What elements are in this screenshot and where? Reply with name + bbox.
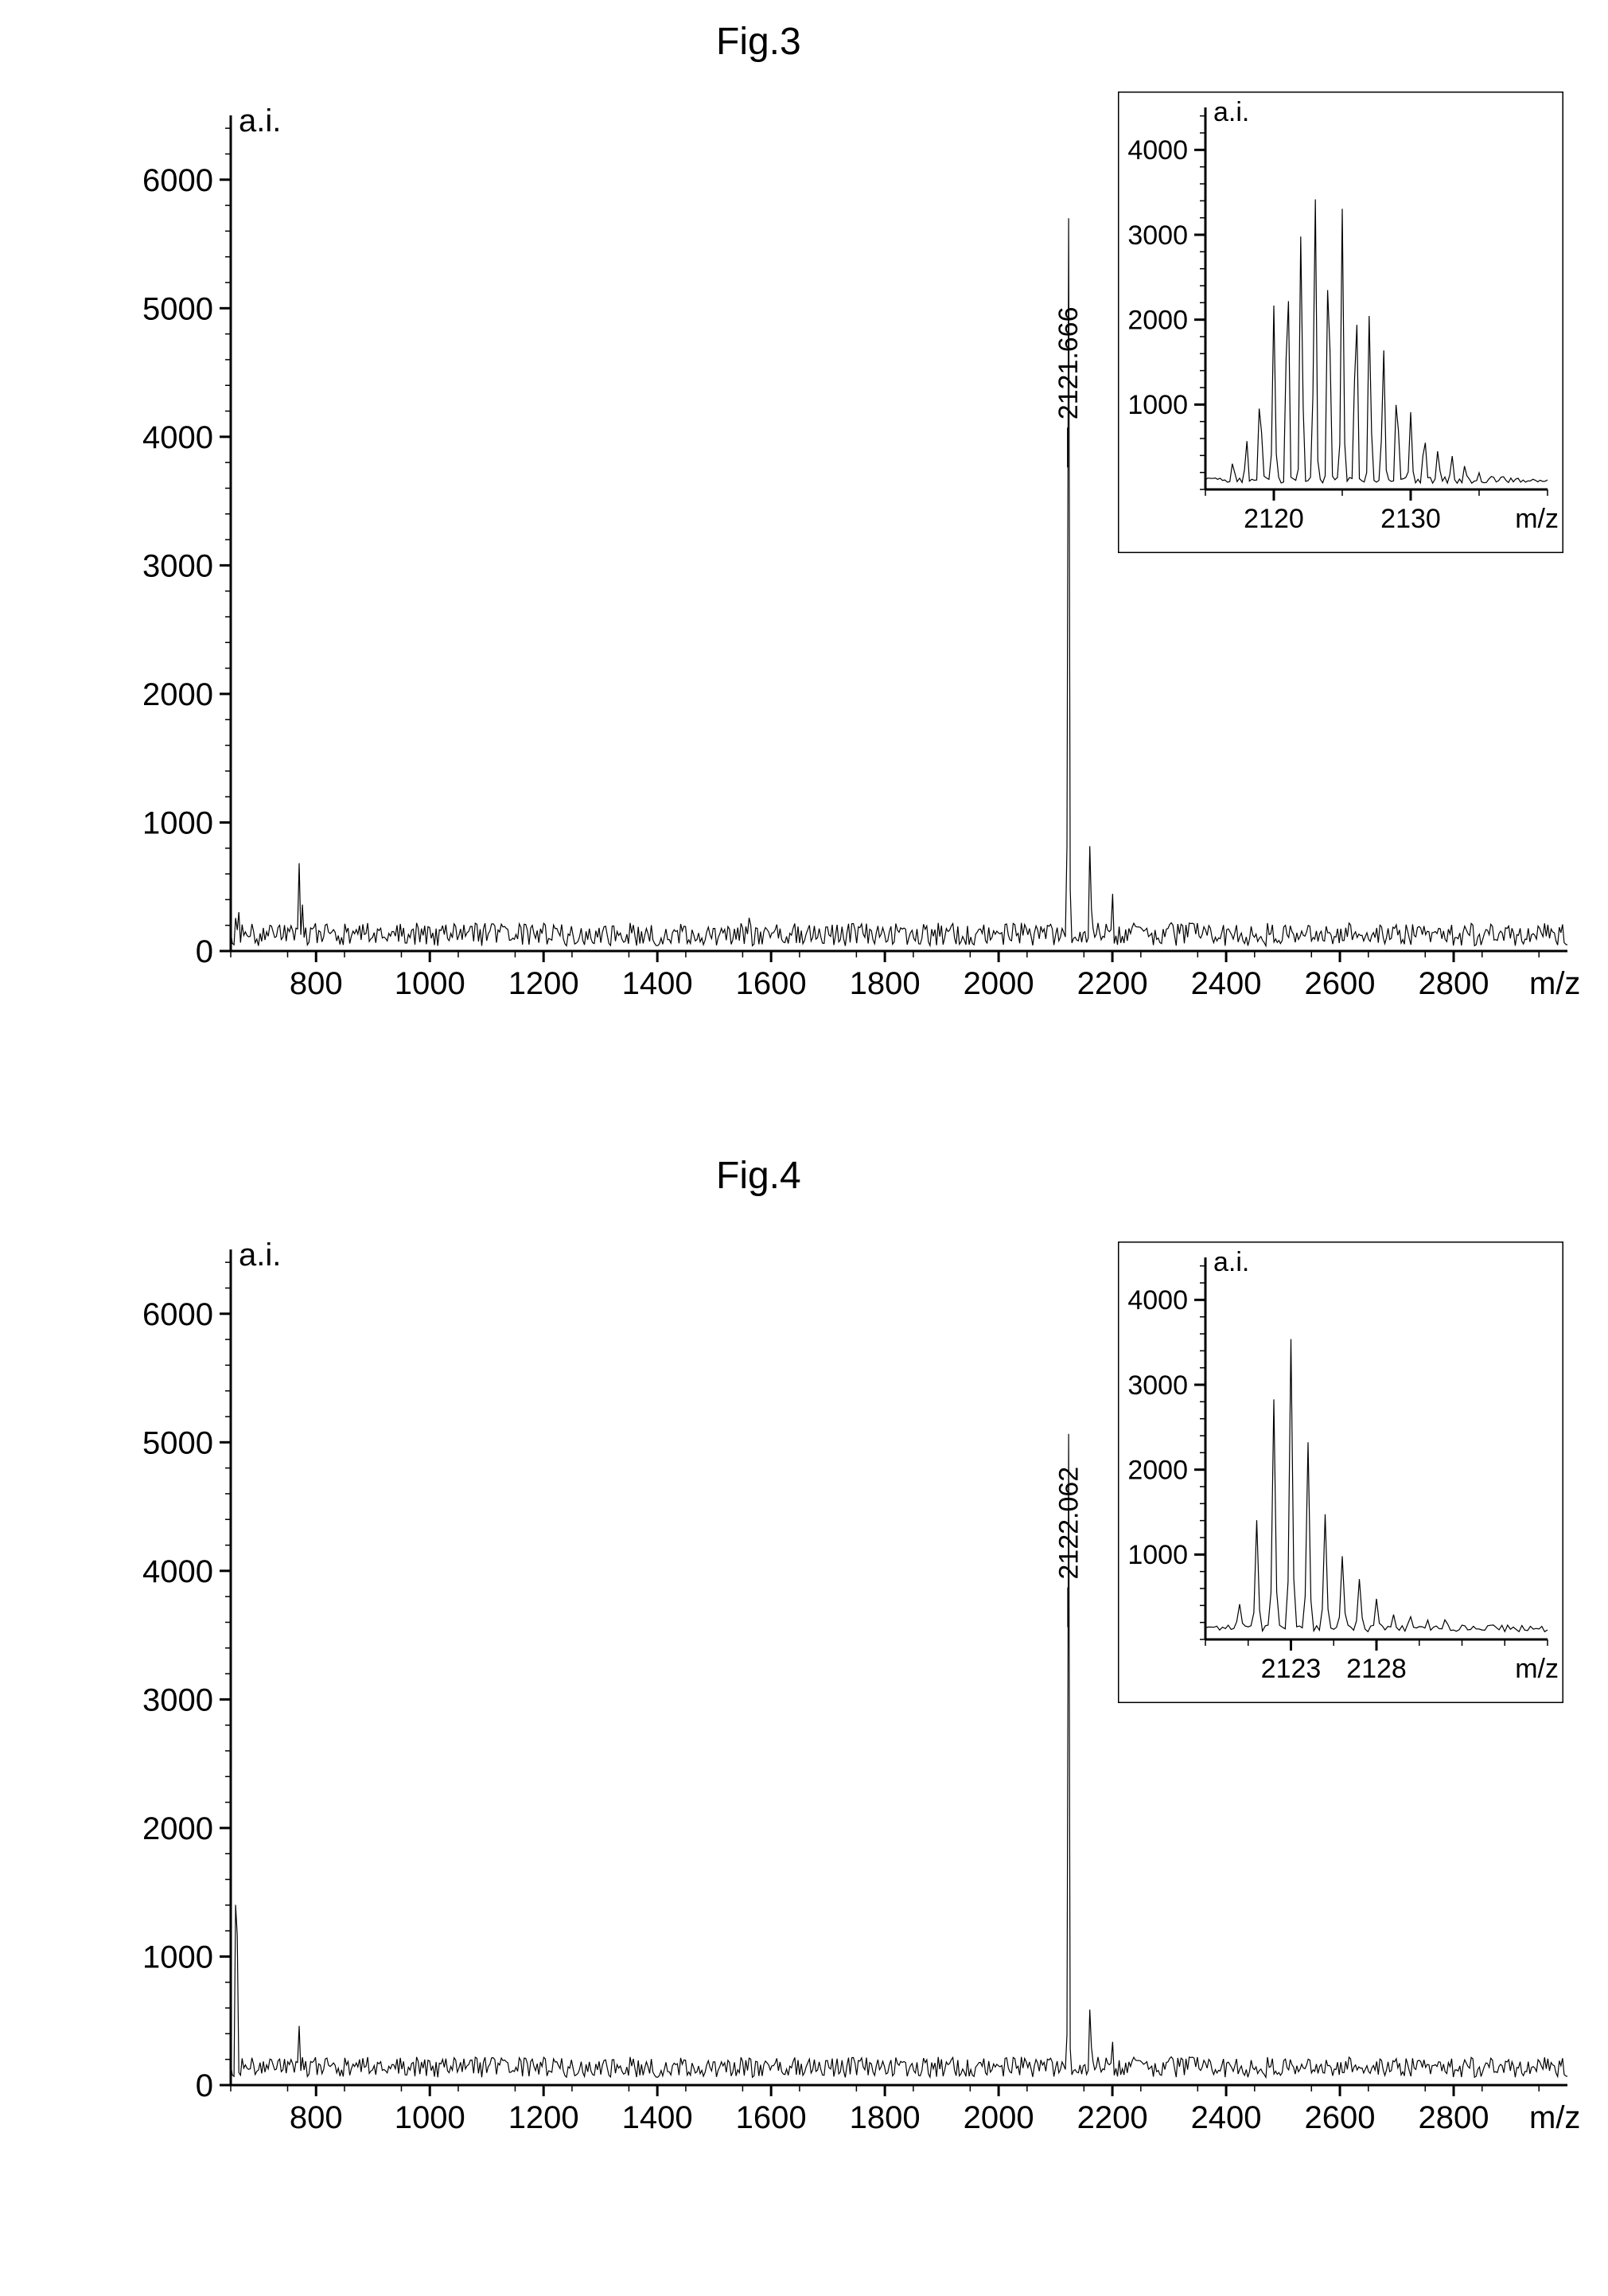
svg-text:2200: 2200 — [1077, 966, 1148, 1001]
mass-spectrum-chart-fig3-inset: 1000 2000 3000 4000 2120 2130 m/z a.i. — [1118, 92, 1563, 553]
svg-text:1200: 1200 — [508, 966, 579, 1001]
svg-text:1600: 1600 — [736, 2100, 807, 2135]
svg-text:2000: 2000 — [964, 966, 1034, 1001]
svg-text:0: 0 — [196, 2068, 213, 2103]
svg-text:1800: 1800 — [850, 966, 921, 1001]
svg-text:a.i.: a.i. — [1213, 97, 1249, 127]
svg-text:2122.062: 2122.062 — [1053, 1467, 1084, 1580]
svg-text:2000: 2000 — [964, 2100, 1034, 2135]
svg-text:2130: 2130 — [1380, 504, 1441, 534]
svg-text:6000: 6000 — [142, 1297, 213, 1332]
svg-text:1000: 1000 — [395, 966, 465, 1001]
svg-text:1800: 1800 — [850, 2100, 921, 2135]
svg-text:4000: 4000 — [1127, 135, 1188, 166]
page-root: Fig.3 0 1000 2000 3000 4000 5000 6000 800 1000 12… — [0, 0, 1608, 2296]
svg-text:2000: 2000 — [1127, 306, 1188, 336]
svg-text:2000: 2000 — [142, 1811, 213, 1846]
svg-text:1000: 1000 — [395, 2100, 465, 2135]
svg-text:3000: 3000 — [1127, 220, 1188, 251]
svg-text:4000: 4000 — [142, 1554, 213, 1589]
svg-text:a.i.: a.i. — [239, 1238, 281, 1273]
svg-text:2000: 2000 — [142, 677, 213, 712]
svg-text:1400: 1400 — [622, 2100, 693, 2135]
svg-text:2400: 2400 — [1191, 966, 1262, 1001]
svg-text:3000: 3000 — [1127, 1370, 1188, 1401]
svg-text:a.i.: a.i. — [1213, 1247, 1249, 1277]
svg-text:0: 0 — [196, 934, 213, 969]
svg-text:2128: 2128 — [1346, 1654, 1407, 1684]
figure-title-fig4: Fig.4 — [716, 1154, 801, 1198]
svg-text:800: 800 — [290, 966, 343, 1001]
svg-text:1000: 1000 — [142, 805, 213, 840]
svg-text:4000: 4000 — [142, 420, 213, 455]
svg-text:1400: 1400 — [622, 966, 693, 1001]
svg-text:m/z: m/z — [1529, 966, 1580, 1001]
svg-text:m/z: m/z — [1529, 2100, 1580, 2135]
figure-title-fig3: Fig.3 — [716, 20, 801, 64]
svg-text:3000: 3000 — [142, 548, 213, 583]
svg-text:5000: 5000 — [142, 1425, 213, 1460]
svg-text:4000: 4000 — [1127, 1285, 1188, 1316]
svg-text:2400: 2400 — [1191, 2100, 1262, 2135]
svg-text:5000: 5000 — [142, 291, 213, 326]
svg-text:1200: 1200 — [508, 2100, 579, 2135]
svg-text:2800: 2800 — [1419, 2100, 1489, 2135]
svg-text:1600: 1600 — [736, 966, 807, 1001]
svg-text:2120: 2120 — [1244, 504, 1304, 534]
svg-text:m/z: m/z — [1515, 504, 1559, 534]
svg-text:800: 800 — [290, 2100, 343, 2135]
svg-text:m/z: m/z — [1515, 1654, 1559, 1684]
svg-text:a.i.: a.i. — [239, 103, 281, 138]
svg-text:6000: 6000 — [142, 163, 213, 198]
svg-text:2600: 2600 — [1305, 966, 1376, 1001]
svg-text:2000: 2000 — [1127, 1456, 1188, 1486]
svg-text:2200: 2200 — [1077, 2100, 1148, 2135]
mass-spectrum-chart-fig4-inset: 1000 2000 3000 4000 2123 2128 m/z a.i. — [1118, 1242, 1563, 1703]
svg-text:2123: 2123 — [1261, 1654, 1322, 1684]
svg-text:2600: 2600 — [1305, 2100, 1376, 2135]
svg-text:2121.666: 2121.666 — [1053, 306, 1084, 419]
svg-text:1000: 1000 — [1127, 1540, 1188, 1570]
svg-text:3000: 3000 — [142, 1682, 213, 1717]
svg-text:2800: 2800 — [1419, 966, 1489, 1001]
svg-text:1000: 1000 — [142, 1939, 213, 1974]
svg-text:1000: 1000 — [1127, 390, 1188, 420]
